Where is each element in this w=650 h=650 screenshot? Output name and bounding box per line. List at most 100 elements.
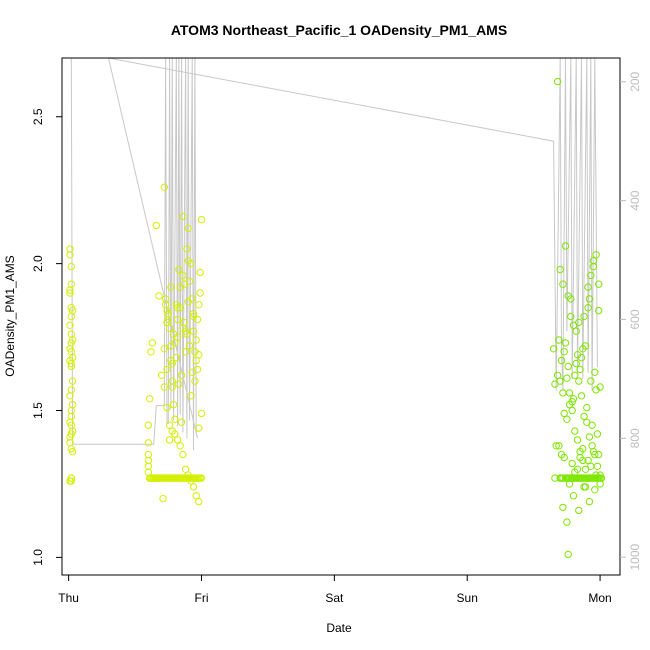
data-point: [567, 312, 575, 321]
data-point: [195, 497, 203, 506]
data-point: [565, 400, 574, 409]
data-point: [189, 483, 198, 491]
y-axis: 1.0 1.5 2.0 2.5: [31, 108, 62, 566]
pressure-line: [70, 58, 598, 451]
chart-title: ATOM3 Northeast_Pacific_1 OADensity_PM1_…: [171, 22, 507, 38]
data-point: [557, 356, 566, 365]
data-point: [187, 259, 195, 268]
data-point: [67, 386, 76, 394]
data-point: [573, 436, 582, 444]
data-point: [593, 462, 602, 470]
data-point: [588, 442, 596, 450]
data-point: [564, 362, 572, 371]
data-point: [181, 348, 190, 356]
data-point: [596, 480, 604, 488]
data-point: [560, 348, 568, 356]
data-point: [164, 315, 173, 324]
data-point: [67, 477, 76, 485]
data-point: [192, 356, 200, 365]
data-point: [196, 289, 204, 297]
x-axis-label: Date: [326, 621, 352, 635]
series-1: [144, 221, 206, 506]
data-point: [148, 339, 157, 347]
data-point: [160, 383, 169, 391]
data-point: [67, 474, 76, 482]
data-point: [571, 371, 579, 379]
data-point: [192, 336, 200, 344]
data-point: [571, 427, 579, 435]
data-point: [587, 377, 595, 385]
data-point: [552, 442, 560, 450]
data-point: [184, 224, 192, 233]
data-point: [595, 280, 603, 288]
y-tick-label: 2.5: [31, 108, 45, 125]
data-point: [572, 359, 580, 368]
series-3: [551, 442, 606, 559]
data-point: [591, 368, 599, 376]
data-point: [564, 550, 572, 559]
data-point: [157, 371, 166, 379]
data-point: [180, 318, 188, 327]
data-point: [559, 389, 567, 397]
plot-area: [66, 58, 606, 559]
x-tick-label: Fri: [195, 591, 209, 605]
data-point: [67, 406, 76, 415]
data-point: [589, 262, 598, 271]
data-point: [176, 283, 184, 291]
y-tick-label: 1.5: [31, 402, 45, 419]
x-tick-label: Sat: [325, 591, 344, 605]
data-point: [144, 450, 153, 459]
data-point: [187, 477, 195, 485]
data-point: [175, 380, 183, 388]
data-point: [585, 497, 594, 506]
data-point: [596, 471, 604, 479]
data-point: [584, 304, 592, 312]
data-point: [169, 330, 178, 338]
data-point: [567, 295, 575, 303]
data-point: [169, 400, 178, 409]
data-point: [171, 430, 179, 438]
data-point: [572, 327, 580, 335]
y2-tick-label: 800: [628, 428, 642, 448]
data-point: [556, 265, 564, 274]
data-point: [175, 265, 183, 274]
data-point: [575, 318, 583, 327]
x-tick-label: Mon: [588, 591, 611, 605]
data-point: [160, 345, 169, 353]
data-point: [184, 298, 192, 306]
data-point: [165, 436, 174, 444]
data-point: [553, 371, 562, 379]
data-point: [159, 494, 167, 503]
data-point: [575, 377, 583, 385]
data-point: [66, 289, 74, 297]
x-tick-label: Sun: [457, 591, 478, 605]
data-point: [183, 245, 191, 253]
x-axis: Thu Fri Sat Sun Mon: [58, 575, 612, 605]
data-point: [595, 450, 603, 459]
data-point: [583, 403, 591, 412]
data-point: [163, 365, 171, 374]
data-point: [563, 374, 571, 382]
data-point: [559, 503, 567, 512]
y2-tick-label: 200: [628, 71, 642, 91]
data-point: [195, 301, 203, 309]
data-point: [573, 465, 582, 473]
data-point: [587, 271, 595, 280]
data-point: [563, 415, 571, 423]
data-point: [185, 342, 194, 350]
data-point: [585, 433, 594, 441]
data-point: [555, 442, 563, 450]
data-point: [581, 465, 590, 473]
data-point: [584, 456, 592, 465]
y-tick-label: 2.0: [31, 255, 45, 272]
data-point: [577, 392, 586, 400]
data-point: [585, 295, 594, 303]
data-point: [576, 447, 584, 456]
data-point: [171, 415, 179, 423]
data-point: [555, 336, 563, 344]
data-point: [563, 518, 571, 526]
data-point: [195, 351, 203, 359]
data-point: [188, 368, 196, 376]
data-point: [67, 280, 76, 288]
data-point: [161, 301, 170, 309]
